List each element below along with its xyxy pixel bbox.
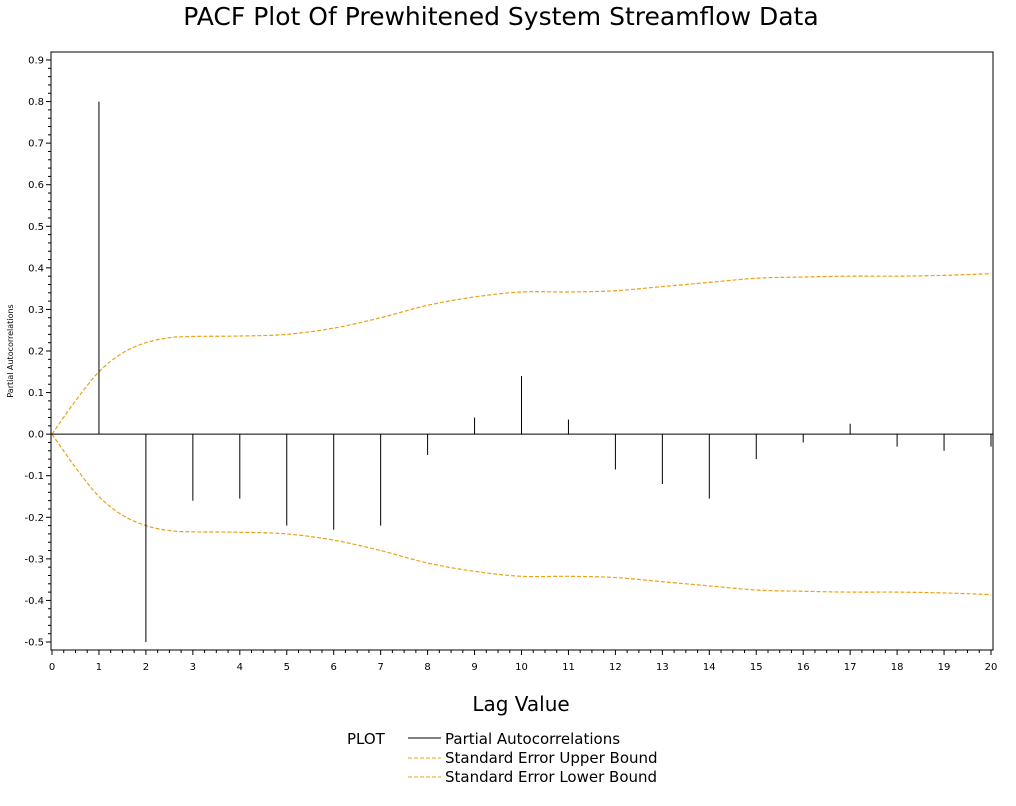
x-tick-label: 12 <box>609 662 622 673</box>
y-tick-label: 0.6 <box>28 180 44 191</box>
x-axis-title: Lag Value <box>472 692 569 716</box>
x-tick-label: 17 <box>844 662 857 673</box>
x-tick-label: 1 <box>96 662 102 673</box>
legend-label-upper-bound: Standard Error Upper Bound <box>445 749 658 767</box>
x-tick-label: 0 <box>49 662 55 673</box>
legend-title: PLOT <box>347 730 386 748</box>
x-tick-label: 15 <box>750 662 763 673</box>
y-tick-label: -0.1 <box>24 471 44 482</box>
plot-area-frame <box>50 51 994 651</box>
y-tick-label: 0.0 <box>28 430 44 441</box>
y-tick-label: 0.9 <box>28 56 44 67</box>
x-tick-label: 18 <box>891 662 904 673</box>
x-tick-label: 5 <box>284 662 290 673</box>
pacf-needles <box>98 101 992 642</box>
y-tick-label: 0.7 <box>28 139 44 150</box>
legend-label-partial-autocorrelations: Partial Autocorrelations <box>445 730 620 748</box>
y-axis-title: Partial Autocorrelations <box>6 304 15 397</box>
x-tick-label: 16 <box>797 662 810 673</box>
x-tick-label: 4 <box>237 662 243 673</box>
x-tick-label: 7 <box>377 662 383 673</box>
standard-error-bands <box>51 273 992 596</box>
x-tick-label: 10 <box>515 662 528 673</box>
x-tick-label: 13 <box>656 662 669 673</box>
y-tick-label: -0.5 <box>24 638 44 649</box>
chart-title: PACF Plot Of Prewhitened System Streamfl… <box>183 2 819 31</box>
x-tick-label: 14 <box>703 662 716 673</box>
upper-bound-line <box>51 273 992 435</box>
x-tick-label: 3 <box>190 662 196 673</box>
x-axis: 0 1 2 3 4 5 6 7 8 9 10 11 12 13 14 15 16 17 18 19 20 <box>49 650 998 673</box>
legend: PLOT Partial Autocorrelations Standard E… <box>347 730 658 786</box>
y-tick-label: -0.4 <box>24 596 44 607</box>
x-tick-label: 11 <box>562 662 575 673</box>
y-tick-label: 0.1 <box>28 388 44 399</box>
y-tick-label: 0.5 <box>28 222 44 233</box>
x-tick-label: 9 <box>471 662 477 673</box>
y-tick-label: -0.3 <box>24 554 44 565</box>
x-tick-label: 8 <box>424 662 430 673</box>
y-tick-label: 0.8 <box>28 97 44 108</box>
y-tick-label: -0.2 <box>24 513 44 524</box>
x-tick-label: 6 <box>331 662 337 673</box>
y-axis: -0.5 -0.4 -0.3 -0.2 -0.1 0.0 0.1 0.2 0.3 0.4 0.5 0.… <box>24 56 51 649</box>
x-tick-label: 20 <box>985 662 998 673</box>
lower-bound-line <box>51 433 992 596</box>
y-tick-label: 0.4 <box>28 263 44 274</box>
x-tick-label: 2 <box>143 662 149 673</box>
x-tick-label: 19 <box>938 662 951 673</box>
legend-label-lower-bound: Standard Error Lower Bound <box>445 768 657 786</box>
y-tick-label: 0.2 <box>28 347 44 358</box>
y-tick-label: 0.3 <box>28 305 44 316</box>
